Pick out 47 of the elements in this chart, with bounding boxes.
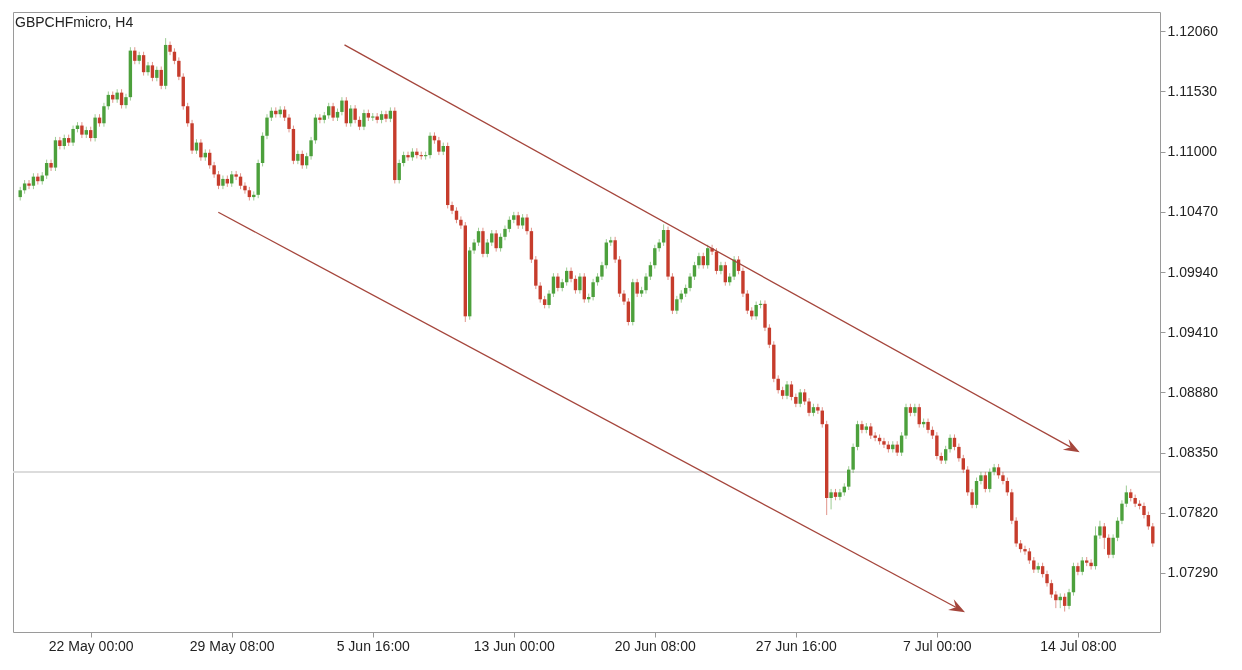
x-tick-label: 20 Jun 08:00 [614, 637, 696, 654]
candlestick [58, 136, 62, 150]
y-tick-label: 1.09940 [1167, 263, 1219, 280]
candlestick [816, 403, 820, 415]
candlestick [450, 201, 454, 215]
candlestick [318, 113, 322, 124]
candlestick [719, 261, 723, 275]
y-tick-label: 1.12060 [1167, 22, 1219, 39]
candlestick [882, 437, 886, 449]
x-tick-label: 7 Jul 00:00 [903, 637, 972, 654]
candlestick [27, 179, 31, 190]
y-tick-label: 1.07820 [1167, 504, 1219, 521]
candlestick [124, 93, 128, 110]
candlestick [472, 238, 476, 255]
candlestick [243, 181, 247, 195]
y-tick-label: 1.10470 [1167, 203, 1219, 220]
candlestick [622, 289, 626, 306]
candlestick [979, 471, 983, 485]
x-tick-label: 27 Jun 16:00 [755, 637, 838, 654]
x-tick-label: 29 May 08:00 [189, 637, 275, 654]
candlestick [459, 215, 463, 230]
candlestick [146, 61, 150, 77]
candlestick [860, 420, 864, 434]
y-tick-label: 1.08350 [1167, 444, 1219, 461]
y-tick-label: 1.11530 [1167, 82, 1218, 99]
y-tick-label: 1.11000 [1167, 143, 1218, 160]
candlestick [1001, 471, 1005, 485]
candlestick [992, 463, 996, 476]
candlestick [406, 151, 410, 162]
candlestick [710, 244, 714, 256]
candlestick [838, 488, 842, 501]
y-tick-label: 1.07290 [1167, 564, 1219, 581]
candlestick [569, 266, 573, 283]
x-tick-label: 14 Jul 08:00 [1040, 637, 1117, 654]
candlestick [1023, 545, 1027, 556]
y-tick-label: 1.08880 [1167, 383, 1219, 400]
y-tick-label: 1.09410 [1167, 323, 1219, 340]
candlestick [234, 170, 238, 181]
candlestick [384, 110, 388, 123]
x-tick-label: 13 Jun 00:00 [473, 637, 555, 654]
chart-title: GBPCHFmicro, H4 [15, 14, 134, 30]
candlestick [1089, 558, 1093, 571]
candlestick [49, 159, 53, 172]
x-tick-label: 22 May 00:00 [48, 637, 134, 654]
candlestick [1076, 562, 1080, 576]
x-tick-label: 5 Jun 16:00 [336, 637, 411, 654]
candlestick [503, 224, 507, 241]
